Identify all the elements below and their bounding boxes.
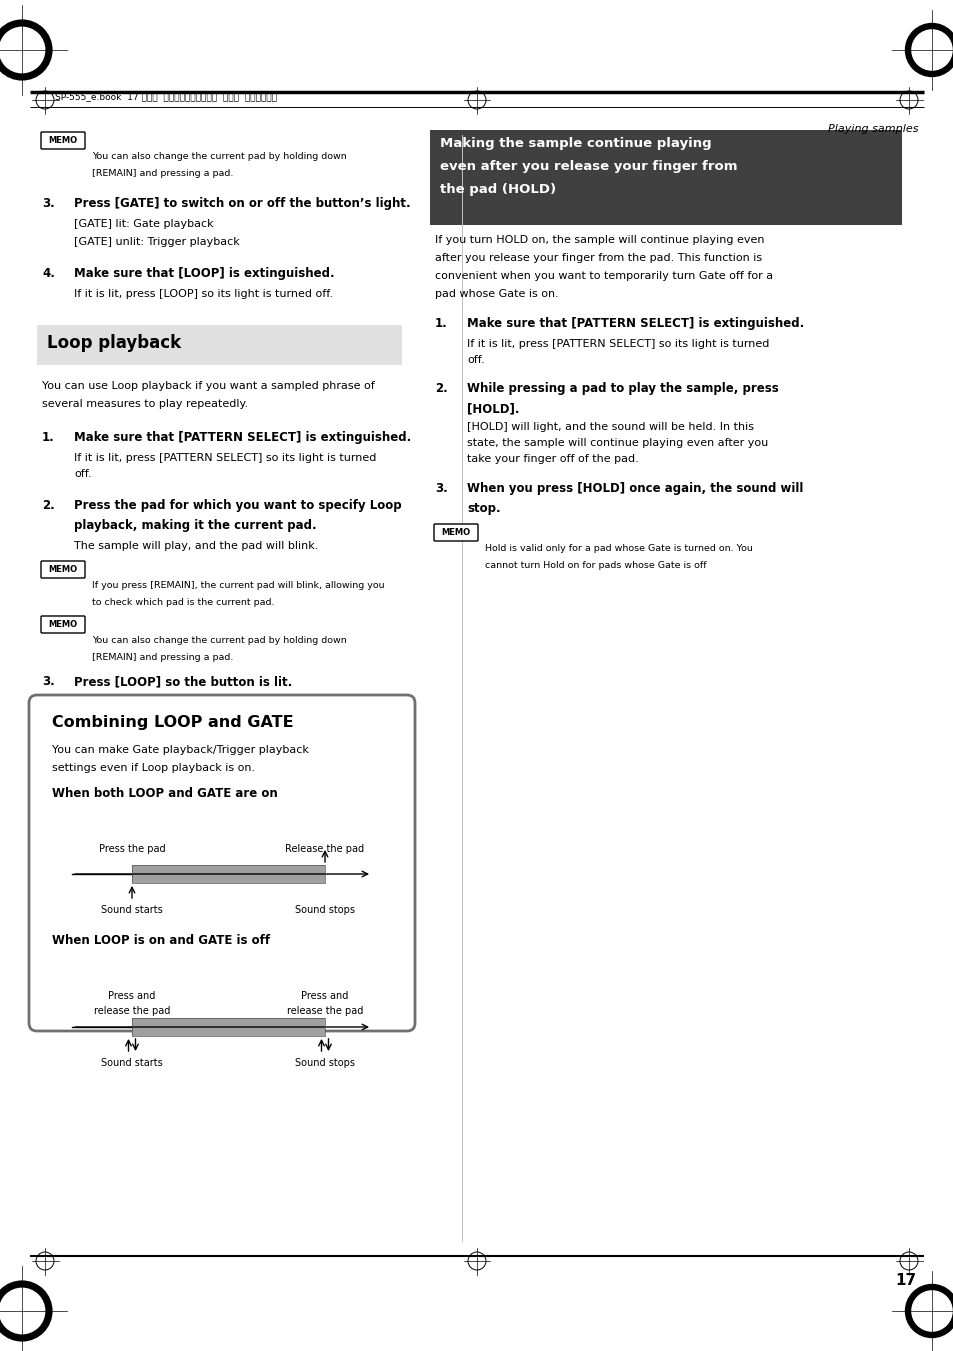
Text: even after you release your finger from: even after you release your finger from: [439, 159, 737, 173]
Text: convenient when you want to temporarily turn Gate off for a: convenient when you want to temporarily …: [435, 272, 772, 281]
Text: Press the pad for which you want to specify Loop: Press the pad for which you want to spec…: [74, 499, 401, 512]
Text: Press the pad: Press the pad: [98, 844, 165, 854]
Text: Sound starts: Sound starts: [101, 1058, 163, 1069]
Text: 3.: 3.: [42, 197, 54, 209]
Text: You can use Loop playback if you want a sampled phrase of: You can use Loop playback if you want a …: [42, 381, 375, 390]
FancyBboxPatch shape: [41, 616, 85, 634]
Text: While pressing a pad to play the sample, press: While pressing a pad to play the sample,…: [467, 382, 778, 394]
Text: Make sure that [LOOP] is extinguished.: Make sure that [LOOP] is extinguished.: [74, 267, 335, 280]
Text: Playing samples: Playing samples: [827, 124, 918, 134]
Text: [REMAIN] and pressing a pad.: [REMAIN] and pressing a pad.: [91, 169, 233, 178]
Text: The sample will play, and the pad will blink.: The sample will play, and the pad will b…: [74, 540, 318, 551]
Text: cannot turn Hold on for pads whose Gate is off: cannot turn Hold on for pads whose Gate …: [484, 561, 706, 570]
Circle shape: [0, 1288, 46, 1335]
Text: stop.: stop.: [467, 503, 500, 515]
Text: Press and: Press and: [301, 992, 349, 1001]
Text: release the pad: release the pad: [287, 1006, 363, 1016]
FancyBboxPatch shape: [29, 694, 415, 1031]
Text: MEMO: MEMO: [441, 528, 470, 536]
Text: off.: off.: [74, 469, 91, 480]
Circle shape: [910, 30, 952, 70]
Text: 1.: 1.: [42, 431, 54, 444]
Text: When you press [HOLD] once again, the sound will: When you press [HOLD] once again, the so…: [467, 482, 802, 494]
Text: pad whose Gate is on.: pad whose Gate is on.: [435, 289, 558, 299]
Text: [GATE] lit: Gate playback: [GATE] lit: Gate playback: [74, 219, 213, 230]
Text: Making the sample continue playing: Making the sample continue playing: [439, 136, 711, 150]
Text: Press [LOOP] so the button is lit.: Press [LOOP] so the button is lit.: [74, 676, 292, 688]
Text: 1.: 1.: [435, 317, 447, 330]
Text: You can also change the current pad by holding down: You can also change the current pad by h…: [91, 636, 346, 644]
Text: 3.: 3.: [42, 676, 54, 688]
Text: [REMAIN] and pressing a pad.: [REMAIN] and pressing a pad.: [91, 653, 233, 662]
Text: [HOLD].: [HOLD].: [467, 403, 519, 415]
Text: 2.: 2.: [42, 499, 54, 512]
Text: playback, making it the current pad.: playback, making it the current pad.: [74, 519, 316, 532]
Text: You can also change the current pad by holding down: You can also change the current pad by h…: [91, 153, 346, 161]
Text: [GATE] unlit: Trigger playback: [GATE] unlit: Trigger playback: [74, 236, 239, 247]
Text: If it is lit, press [PATTERN SELECT] so its light is turned: If it is lit, press [PATTERN SELECT] so …: [467, 339, 768, 349]
Text: settings even if Loop playback is on.: settings even if Loop playback is on.: [52, 763, 254, 773]
Text: [HOLD] will light, and the sound will be held. In this: [HOLD] will light, and the sound will be…: [467, 422, 753, 432]
FancyBboxPatch shape: [37, 326, 401, 365]
Circle shape: [0, 19, 52, 81]
Text: Loop playback: Loop playback: [47, 334, 181, 353]
Text: Combining LOOP and GATE: Combining LOOP and GATE: [52, 715, 294, 730]
Text: 3.: 3.: [435, 482, 447, 494]
FancyBboxPatch shape: [434, 524, 477, 540]
Text: off.: off.: [467, 355, 484, 365]
Bar: [132, 865, 325, 884]
Text: release the pad: release the pad: [93, 1006, 170, 1016]
Text: Sound stops: Sound stops: [294, 1058, 355, 1069]
Text: the pad (HOLD): the pad (HOLD): [439, 182, 556, 196]
Text: Press and: Press and: [109, 992, 155, 1001]
Text: to check which pad is the current pad.: to check which pad is the current pad.: [91, 598, 274, 607]
FancyBboxPatch shape: [430, 130, 901, 226]
Text: Sound stops: Sound stops: [294, 905, 355, 915]
Bar: [132, 865, 325, 884]
Text: If you press [REMAIN], the current pad will blink, allowing you: If you press [REMAIN], the current pad w…: [91, 581, 384, 590]
Text: state, the sample will continue playing even after you: state, the sample will continue playing …: [467, 438, 767, 449]
Text: MEMO: MEMO: [49, 620, 77, 630]
Text: several measures to play repeatedly.: several measures to play repeatedly.: [42, 399, 248, 409]
Text: If you turn HOLD on, the sample will continue playing even: If you turn HOLD on, the sample will con…: [435, 235, 763, 245]
Circle shape: [0, 1281, 52, 1342]
Text: MEMO: MEMO: [49, 565, 77, 574]
Text: Hold is valid only for a pad whose Gate is turned on. You: Hold is valid only for a pad whose Gate …: [484, 544, 752, 553]
Circle shape: [903, 1283, 953, 1339]
Bar: [132, 1019, 325, 1036]
Text: Make sure that [PATTERN SELECT] is extinguished.: Make sure that [PATTERN SELECT] is extin…: [74, 431, 411, 444]
Circle shape: [903, 23, 953, 77]
Text: SP-555_e.book  17 ページ  ２００７年６月２５日  月曜日  午前９時９分: SP-555_e.book 17 ページ ２００７年６月２５日 月曜日 午前９時…: [55, 92, 276, 101]
Text: If it is lit, press [LOOP] so its light is turned off.: If it is lit, press [LOOP] so its light …: [74, 289, 333, 299]
Text: Release the pad: Release the pad: [285, 844, 364, 854]
Text: take your finger off of the pad.: take your finger off of the pad.: [467, 454, 639, 463]
Text: When both LOOP and GATE are on: When both LOOP and GATE are on: [52, 788, 277, 800]
FancyBboxPatch shape: [41, 561, 85, 578]
Circle shape: [0, 27, 46, 73]
Circle shape: [910, 1290, 952, 1332]
Text: 4.: 4.: [42, 267, 55, 280]
Text: 2.: 2.: [435, 382, 447, 394]
Text: If it is lit, press [PATTERN SELECT] so its light is turned: If it is lit, press [PATTERN SELECT] so …: [74, 453, 376, 463]
Text: When LOOP is on and GATE is off: When LOOP is on and GATE is off: [52, 934, 270, 947]
Text: MEMO: MEMO: [49, 136, 77, 145]
Text: after you release your finger from the pad. This function is: after you release your finger from the p…: [435, 253, 761, 263]
Text: 17: 17: [894, 1273, 915, 1288]
FancyBboxPatch shape: [41, 132, 85, 149]
Text: Sound starts: Sound starts: [101, 905, 163, 915]
Text: Press [GATE] to switch on or off the button’s light.: Press [GATE] to switch on or off the but…: [74, 197, 410, 209]
Text: Make sure that [PATTERN SELECT] is extinguished.: Make sure that [PATTERN SELECT] is extin…: [467, 317, 803, 330]
Bar: [132, 1019, 325, 1036]
Text: You can make Gate playback/Trigger playback: You can make Gate playback/Trigger playb…: [52, 744, 309, 755]
